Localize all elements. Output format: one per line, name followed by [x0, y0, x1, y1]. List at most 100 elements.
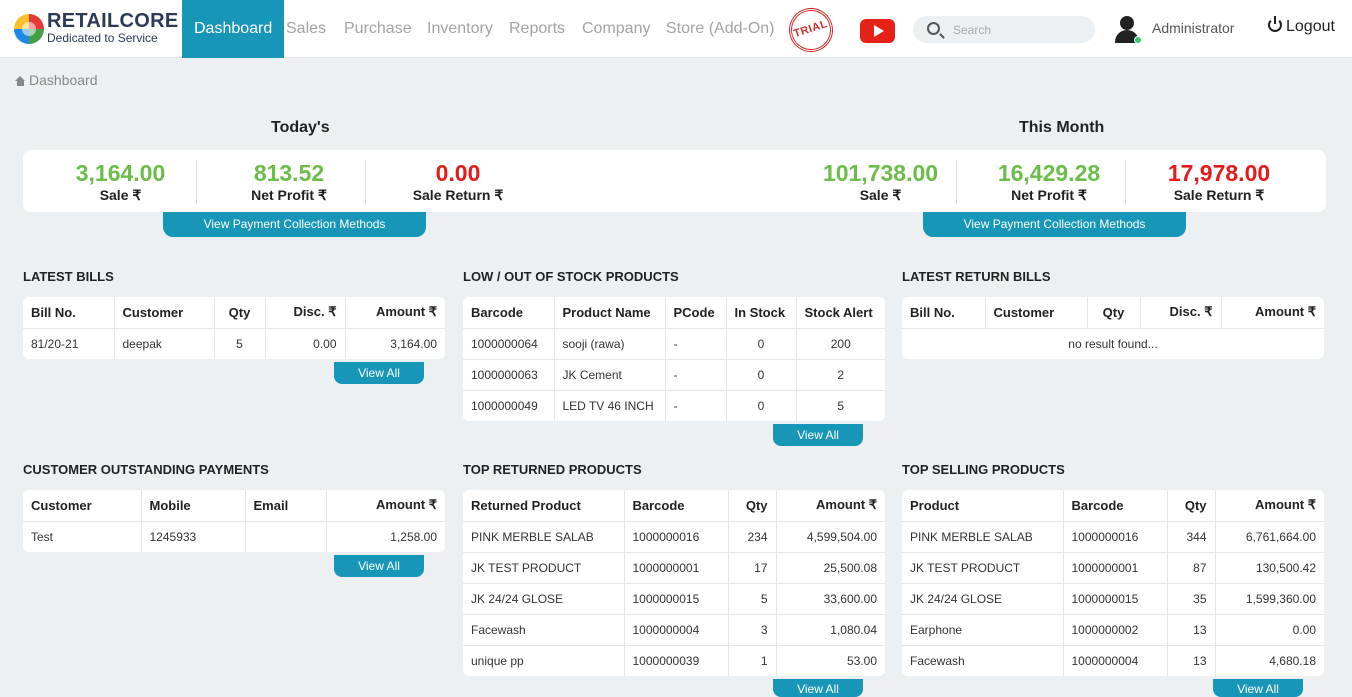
- table-row[interactable]: 81/20-21 deepak 5 0.00 3,164.00: [23, 328, 445, 359]
- column-header[interactable]: Qty: [1167, 490, 1216, 522]
- in-stock-cell: 0: [726, 359, 797, 391]
- outstanding-view-all-button[interactable]: View All: [334, 555, 424, 577]
- table-row[interactable]: Test 1245933 1,258.00: [23, 521, 445, 552]
- column-header[interactable]: Bill No.: [902, 297, 986, 329]
- month-return-value: 17,978.00: [1167, 160, 1271, 186]
- summary-card: 3,164.00 Sale ₹ 813.52 Net Profit ₹ 0.00…: [23, 150, 1326, 212]
- table-row[interactable]: PINK MERBLE SALAB 1000000016 344 6,761,6…: [902, 521, 1324, 553]
- table-row[interactable]: JK TEST PRODUCT 1000000001 17 25,500.08: [463, 552, 885, 584]
- qty-cell: 13: [1167, 645, 1216, 676]
- barcode-cell: 1000000001: [1063, 552, 1168, 584]
- user-avatar-icon[interactable]: [1113, 16, 1142, 44]
- column-header[interactable]: Email: [245, 490, 327, 522]
- column-header[interactable]: Barcode: [624, 490, 729, 522]
- amount-cell: 33,600.00: [776, 583, 885, 615]
- nav-company[interactable]: Company: [582, 20, 651, 37]
- table-row[interactable]: JK 24/24 GLOSE 1000000015 35 1,599,360.0…: [902, 583, 1324, 615]
- latest-bills-view-all-button[interactable]: View All: [334, 362, 424, 384]
- nav-inventory[interactable]: Inventory: [427, 20, 493, 37]
- table-row[interactable]: PINK MERBLE SALAB 1000000016 234 4,599,5…: [463, 521, 885, 553]
- column-header[interactable]: Customer: [114, 297, 215, 329]
- bill-no-cell: 81/20-21: [23, 328, 115, 359]
- column-header[interactable]: Returned Product: [463, 490, 625, 522]
- power-icon: [1268, 16, 1282, 32]
- divider: [1125, 160, 1126, 204]
- table-row[interactable]: 1000000064 sooji (rawa) - 0 200: [463, 328, 885, 360]
- column-header[interactable]: Barcode: [463, 297, 555, 329]
- column-header[interactable]: Stock Alert: [796, 297, 885, 329]
- table-row[interactable]: JK TEST PRODUCT 1000000001 87 130,500.42: [902, 552, 1324, 584]
- column-header[interactable]: Customer: [985, 297, 1088, 329]
- today-payment-methods-button[interactable]: View Payment Collection Methods: [163, 212, 426, 237]
- table-row[interactable]: Earphone 1000000002 13 0.00: [902, 614, 1324, 646]
- column-header[interactable]: Mobile: [141, 490, 246, 522]
- barcode-cell: 1000000015: [624, 583, 729, 615]
- nav-purchase[interactable]: Purchase: [344, 20, 412, 37]
- today-profit-label: Net Profit ₹: [251, 187, 327, 203]
- column-header[interactable]: PCode: [665, 297, 727, 329]
- column-header[interactable]: Customer: [23, 490, 142, 522]
- column-header[interactable]: Product: [902, 490, 1064, 522]
- today-title: Today's: [271, 119, 330, 136]
- barcode-cell: 1000000016: [1063, 521, 1168, 553]
- brand-tagline: Dedicated to Service: [47, 31, 158, 45]
- column-header[interactable]: Qty: [728, 490, 777, 522]
- barcode-cell: 1000000049: [463, 390, 555, 421]
- barcode-cell: 1000000004: [1063, 645, 1168, 676]
- month-profit-label: Net Profit ₹: [1011, 187, 1087, 203]
- column-header[interactable]: Amount ₹: [326, 490, 445, 522]
- table-row[interactable]: JK 24/24 GLOSE 1000000015 5 33,600.00: [463, 583, 885, 615]
- column-header[interactable]: Amount ₹: [776, 490, 885, 522]
- nav-store-addon[interactable]: Store (Add-On): [666, 20, 775, 37]
- column-header[interactable]: Amount ₹: [1215, 490, 1324, 522]
- amount-cell: 1,080.04: [776, 614, 885, 646]
- latest-returns-title: LATEST RETURN BILLS: [902, 269, 1051, 284]
- column-header[interactable]: Qty: [214, 297, 266, 329]
- breadcrumb-current: Dashboard: [29, 72, 98, 88]
- stock-alert-cell: 200: [796, 328, 885, 360]
- top-returned-title: TOP RETURNED PRODUCTS: [463, 462, 642, 477]
- table-header-row: Barcode Product Name PCode In Stock Stoc…: [463, 297, 885, 329]
- barcode-cell: 1000000002: [1063, 614, 1168, 646]
- youtube-icon[interactable]: [860, 19, 895, 43]
- column-header[interactable]: Barcode: [1063, 490, 1168, 522]
- table-row[interactable]: 1000000063 JK Cement - 0 2: [463, 359, 885, 391]
- month-payment-methods-button[interactable]: View Payment Collection Methods: [923, 212, 1186, 237]
- user-name[interactable]: Administrator: [1152, 20, 1235, 36]
- search-icon[interactable]: [927, 22, 940, 35]
- nav-sales[interactable]: Sales: [286, 20, 327, 37]
- column-header[interactable]: In Stock: [726, 297, 797, 329]
- qty-cell: 35: [1167, 583, 1216, 615]
- product-cell: Facewash: [463, 614, 625, 646]
- home-icon[interactable]: [15, 76, 26, 86]
- column-header[interactable]: Amount ₹: [1221, 297, 1324, 329]
- stock-alert-cell: 5: [837, 398, 845, 413]
- qty-cell: 13: [1167, 614, 1216, 646]
- logout-button[interactable]: Logout: [1268, 16, 1335, 40]
- top-returned-view-all-button[interactable]: View All: [773, 679, 863, 697]
- product-cell: JK TEST PRODUCT: [463, 552, 625, 584]
- latest-bills-title: LATEST BILLS: [23, 269, 114, 284]
- nav-reports[interactable]: Reports: [509, 20, 566, 37]
- low-stock-view-all-button[interactable]: View All: [773, 424, 863, 446]
- table-row[interactable]: Facewash 1000000004 13 4,680.18: [902, 645, 1324, 676]
- column-header[interactable]: Amount ₹: [345, 297, 445, 329]
- brand-logo[interactable]: RETAILCORE Dedicated to Service: [14, 11, 178, 47]
- column-header[interactable]: Qty: [1087, 297, 1141, 329]
- today-profit-value: 813.52: [253, 160, 325, 186]
- column-header[interactable]: Product Name: [554, 297, 666, 329]
- amount-cell: 1,599,360.00: [1215, 583, 1324, 615]
- column-header[interactable]: Bill No.: [23, 297, 115, 329]
- table-row[interactable]: Facewash 1000000004 3 1,080.04: [463, 614, 885, 646]
- top-selling-title: TOP SELLING PRODUCTS: [902, 462, 1065, 477]
- top-selling-table: Product Barcode Qty Amount ₹ PINK MERBLE…: [902, 490, 1324, 676]
- product-cell: JK 24/24 GLOSE: [463, 583, 625, 615]
- empty-message: no result found...: [1068, 336, 1158, 351]
- table-row[interactable]: 1000000049 LED TV 46 INCH - 0 5: [463, 390, 885, 421]
- top-selling-view-all-button[interactable]: View All: [1213, 679, 1303, 697]
- nav-dashboard[interactable]: Dashboard: [182, 0, 285, 58]
- table-row[interactable]: unique pp 1000000039 1 53.00: [463, 645, 885, 676]
- column-header[interactable]: Disc. ₹: [265, 297, 346, 329]
- search-input[interactable]: [953, 20, 1083, 39]
- column-header[interactable]: Disc. ₹: [1140, 297, 1222, 329]
